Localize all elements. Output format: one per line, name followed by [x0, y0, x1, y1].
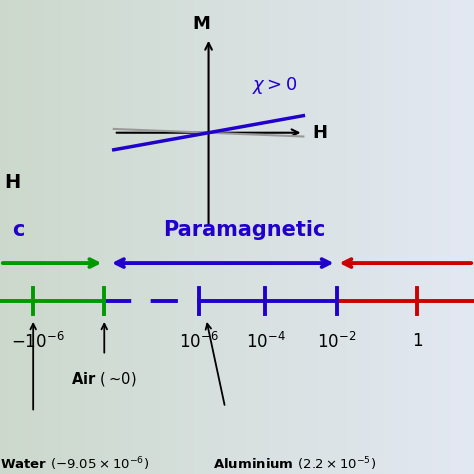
Text: Air $(\sim\!0)$: Air $(\sim\!0)$: [72, 370, 137, 388]
Text: $-10^{-6}$: $-10^{-6}$: [11, 332, 65, 352]
Text: Paramagnetic: Paramagnetic: [163, 220, 325, 240]
Text: M: M: [192, 15, 210, 33]
Text: $\chi > 0$: $\chi > 0$: [252, 75, 298, 96]
Text: H: H: [5, 173, 21, 192]
Text: $10^{-2}$: $10^{-2}$: [317, 332, 356, 352]
Text: c: c: [12, 220, 24, 240]
Text: $1$: $1$: [411, 332, 423, 350]
Text: Water $(-9.05\times10^{-6})$: Water $(-9.05\times10^{-6})$: [0, 455, 149, 473]
Text: H: H: [313, 124, 328, 142]
Text: $10^{-4}$: $10^{-4}$: [246, 332, 285, 352]
Text: Aluminium $(2.2\times10^{-5})$: Aluminium $(2.2\times10^{-5})$: [213, 455, 376, 473]
Text: $10^{-6}$: $10^{-6}$: [179, 332, 219, 352]
